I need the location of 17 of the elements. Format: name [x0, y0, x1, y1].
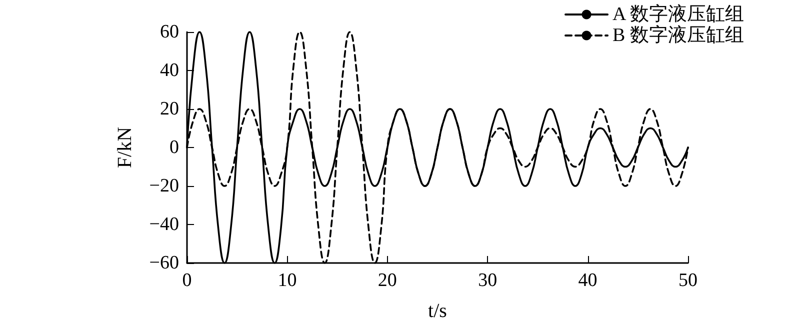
x-tick-label: 0	[182, 270, 192, 291]
legend-label: B 数字液压缸组	[612, 24, 744, 46]
y-tick-label: 60	[160, 22, 179, 42]
x-tick-label: 40	[578, 270, 598, 291]
y-tick-label: 20	[160, 98, 179, 120]
y-axis-title: F/kN	[114, 126, 136, 168]
y-tick-label: −60	[149, 252, 179, 274]
x-tick-label: 20	[378, 270, 397, 291]
x-tick-label: 30	[478, 270, 498, 291]
y-tick-label: −20	[149, 176, 179, 196]
y-tick-label: −40	[149, 214, 179, 235]
legend-label: A 数字液压缸组	[612, 3, 744, 25]
y-tick-label: 0	[170, 137, 179, 158]
x-tick-label: 10	[278, 270, 297, 291]
x-axis-title: t/s	[428, 300, 448, 322]
y-tick-label: 40	[160, 60, 179, 81]
x-tick-label: 50	[678, 270, 698, 291]
